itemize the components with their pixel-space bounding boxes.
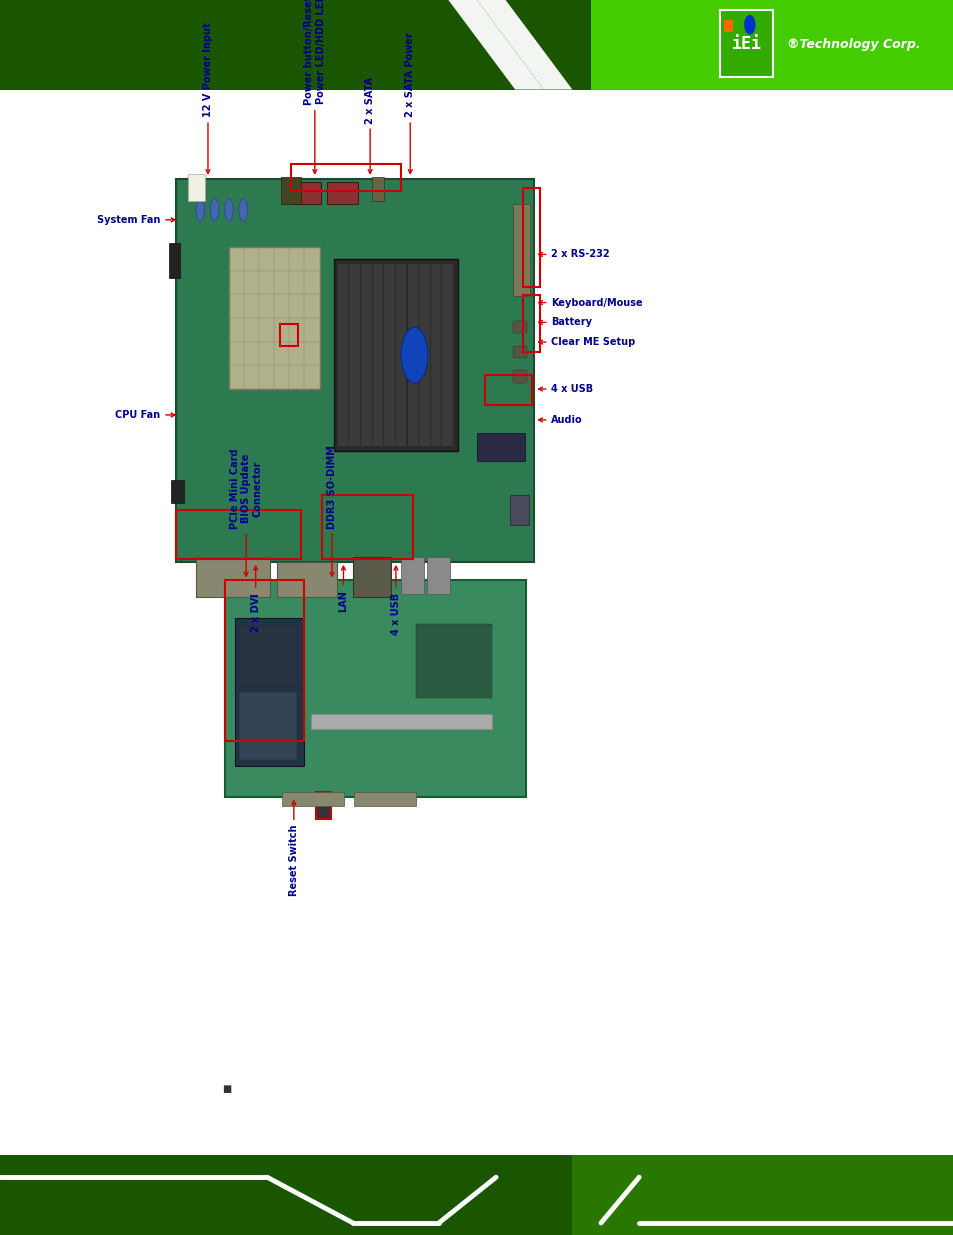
Bar (327, 182, 357, 204)
Text: ■: ■ (222, 1084, 232, 1094)
Bar (0, 1155, 953, 1235)
Ellipse shape (743, 15, 755, 35)
Text: Power button/Reset/
Power LED/HDD LED: Power button/Reset/ Power LED/HDD LED (304, 0, 325, 173)
Bar (225, 580, 525, 797)
Bar (334, 259, 457, 451)
Text: 4 x USB: 4 x USB (391, 567, 400, 635)
Bar (322, 495, 413, 559)
Bar (572, 1155, 953, 1235)
Text: 4 x USB: 4 x USB (538, 384, 593, 394)
Bar (239, 626, 296, 685)
Bar (720, 10, 772, 77)
Text: System Fan: System Fan (97, 215, 174, 225)
Ellipse shape (196, 199, 204, 221)
Bar (384, 264, 395, 446)
Bar (0, 0, 953, 90)
Bar (0, 1155, 429, 1235)
Text: 12 V Power Input: 12 V Power Input (203, 22, 213, 173)
Bar (427, 557, 450, 594)
Bar (513, 346, 526, 358)
Bar (407, 264, 417, 446)
Polygon shape (476, 0, 572, 90)
Bar (354, 792, 416, 806)
Bar (282, 792, 344, 806)
Bar (591, 0, 953, 90)
Polygon shape (448, 0, 543, 90)
Bar (418, 264, 429, 446)
Ellipse shape (400, 327, 427, 383)
Bar (513, 204, 530, 296)
Text: Audio: Audio (538, 415, 582, 425)
Text: ®Technology Corp.: ®Technology Corp. (786, 38, 920, 52)
Bar (431, 264, 441, 446)
Bar (291, 164, 400, 191)
Bar (522, 295, 539, 352)
Bar (372, 177, 383, 201)
Bar (225, 580, 304, 741)
Ellipse shape (224, 199, 233, 221)
Bar (171, 480, 184, 503)
Text: Keyboard/Mouse: Keyboard/Mouse (538, 298, 642, 308)
Bar (373, 264, 383, 446)
Bar (522, 188, 539, 287)
Text: 2 x DVI: 2 x DVI (251, 567, 260, 631)
Bar (513, 321, 526, 333)
Text: LAN: LAN (338, 567, 348, 613)
Bar (229, 247, 319, 389)
Text: 2 x SATA: 2 x SATA (365, 77, 375, 173)
Bar (395, 264, 406, 446)
Bar (188, 174, 205, 201)
Text: 2 x RS-232: 2 x RS-232 (538, 249, 609, 259)
Bar (723, 20, 732, 32)
Bar (176, 179, 534, 562)
Bar (360, 264, 371, 446)
Bar (281, 177, 300, 204)
Bar (315, 792, 331, 819)
Bar (176, 510, 300, 559)
Ellipse shape (210, 199, 218, 221)
Text: CPU Fan: CPU Fan (115, 410, 174, 420)
Bar (195, 557, 270, 597)
Text: Reset Switch: Reset Switch (289, 802, 298, 897)
Bar (169, 243, 180, 278)
Text: 2 x SATA Power: 2 x SATA Power (405, 32, 415, 173)
Bar (234, 618, 304, 766)
Text: Clear ME Setup: Clear ME Setup (538, 337, 635, 347)
Bar (513, 370, 526, 383)
Text: PCIe Mini Card
BIOS Update
Connector: PCIe Mini Card BIOS Update Connector (230, 448, 262, 576)
Bar (291, 182, 321, 204)
Bar (349, 264, 359, 446)
Bar (337, 264, 348, 446)
Text: Battery: Battery (538, 317, 592, 327)
Bar (400, 557, 423, 594)
Bar (476, 433, 524, 461)
Bar (353, 557, 391, 597)
Bar (311, 714, 492, 729)
Bar (484, 375, 532, 405)
Bar (0, 0, 591, 90)
Bar (442, 264, 453, 446)
Bar (553, 0, 953, 90)
Bar (280, 324, 297, 346)
Bar (239, 692, 296, 760)
Ellipse shape (238, 199, 248, 221)
Text: DDR3 SO-DIMM: DDR3 SO-DIMM (327, 445, 336, 576)
Bar (510, 495, 529, 525)
Text: iEi: iEi (731, 35, 760, 53)
Bar (416, 624, 492, 698)
Bar (276, 562, 336, 597)
